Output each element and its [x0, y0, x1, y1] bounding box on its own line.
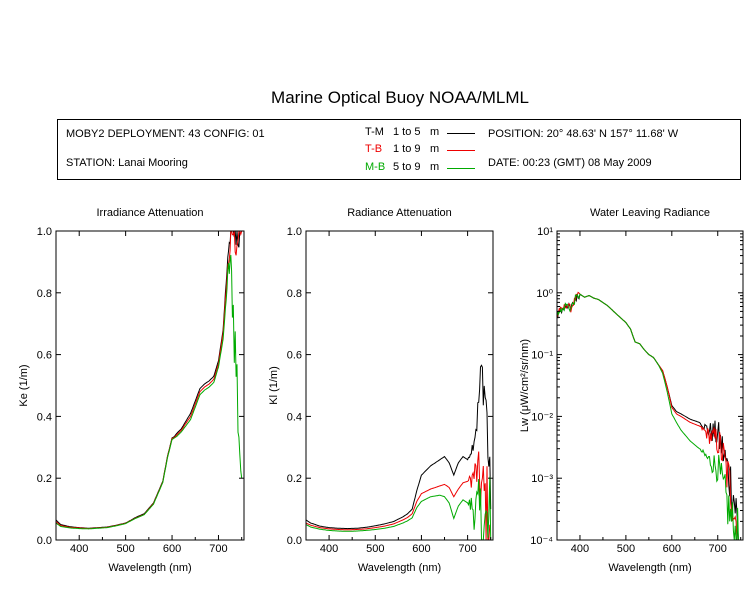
y-axis-label: Ke (1/m) — [18, 364, 30, 406]
plot-frame — [55, 230, 245, 541]
station-text: STATION: Lanai Mooring — [66, 157, 188, 169]
x-tick-label: 600 — [163, 543, 181, 555]
y-tick-label: 10⁻² — [531, 411, 553, 423]
chart-title: Radiance Attenuation — [347, 207, 452, 219]
y-tick-label: 0.8 — [287, 288, 302, 300]
chart-title: Irradiance Attenuation — [96, 207, 203, 219]
y-tick-label: 1.0 — [37, 226, 52, 238]
y-tick-label: 0.0 — [37, 535, 52, 547]
x-tick-label: 700 — [458, 543, 476, 555]
chart-panel: 400 500 600 700 0.0 0.2 0.4 0.6 0.8 1.0 Radiance A… — [268, 207, 494, 574]
x-tick-label: 500 — [366, 543, 384, 555]
legend-code: M-B — [365, 161, 386, 173]
y-tick-label: 10⁰ — [536, 288, 553, 300]
y-axis-label: Kl (1/m) — [268, 366, 280, 405]
legend-line — [447, 168, 475, 169]
y-tick-label: 0.2 — [287, 473, 302, 485]
y-tick-label: 0.4 — [287, 411, 302, 423]
info-box: MOBY2 DEPLOYMENT: 43 CONFIG: 01 STATION:… — [57, 119, 741, 180]
legend-range: 5 to 9 — [393, 161, 421, 173]
x-axis-label: Wavelength (nm) — [608, 562, 691, 574]
chart-panel: 400 500 600 700 0.0 0.2 0.4 0.6 0.8 1.0 Irradiance… — [18, 207, 245, 574]
chart-panel: 400 500 600 700 10⁻⁴ 10⁻³ 10⁻² 10⁻¹ 10⁰ 10¹ Water … — [519, 207, 744, 574]
page-title: Marine Optical Buoy NOAA/MLML — [271, 88, 529, 107]
y-tick-label: 10⁻¹ — [531, 350, 553, 362]
x-tick-label: 700 — [209, 543, 227, 555]
legend-code: T-B — [365, 143, 383, 155]
y-tick-label: 0.2 — [37, 473, 52, 485]
legend-unit: m — [430, 143, 440, 155]
y-tick-label: 0.4 — [37, 411, 52, 423]
legend-unit: m — [430, 126, 440, 138]
y-tick-label: 0.0 — [287, 535, 302, 547]
series-line-t-b — [55, 230, 243, 530]
x-tick-label: 500 — [617, 543, 635, 555]
series-line-m-b — [305, 476, 492, 541]
y-tick-label: 10¹ — [537, 226, 553, 238]
y-tick-label: 10⁻⁴ — [530, 535, 553, 547]
x-tick-label: 400 — [571, 543, 589, 555]
plot-frame — [305, 230, 494, 541]
x-tick-label: 500 — [116, 543, 134, 555]
legend-range: 1 to 5 — [393, 126, 421, 138]
y-tick-label: 0.6 — [37, 350, 52, 362]
series-line-m-b — [556, 293, 739, 541]
x-tick-label: 700 — [709, 543, 727, 555]
plot-frame — [556, 230, 744, 541]
legend-line — [447, 133, 475, 134]
deployment-text: MOBY2 DEPLOYMENT: 43 CONFIG: 01 — [66, 128, 265, 140]
legend-code: T-M — [365, 126, 384, 138]
x-tick-label: 600 — [663, 543, 681, 555]
series-line-m-b — [55, 254, 243, 530]
y-tick-label: 0.6 — [287, 350, 302, 362]
x-tick-label: 400 — [320, 543, 338, 555]
series-line-t-b — [556, 291, 739, 541]
y-tick-label: 10⁻³ — [531, 473, 553, 485]
series-line-t-b — [305, 451, 492, 541]
x-tick-label: 600 — [412, 543, 430, 555]
x-axis-label: Wavelength (nm) — [108, 562, 191, 574]
y-tick-label: 0.8 — [37, 288, 52, 300]
legend-line — [447, 150, 475, 151]
chart-title: Water Leaving Radiance — [590, 207, 710, 219]
date-text: DATE: 00:23 (GMT) 08 May 2009 — [488, 157, 652, 169]
y-axis-label: Lw (μW/cm²/sr/nm) — [519, 339, 531, 432]
y-tick-label: 1.0 — [287, 226, 302, 238]
legend-range: 1 to 9 — [393, 143, 421, 155]
series-line-t-m — [305, 364, 492, 530]
series-line-t-m — [556, 293, 739, 541]
legend-unit: m — [430, 161, 440, 173]
x-tick-label: 400 — [70, 543, 88, 555]
position-text: POSITION: 20° 48.63' N 157° 11.68' W — [488, 128, 679, 140]
x-axis-label: Wavelength (nm) — [358, 562, 441, 574]
